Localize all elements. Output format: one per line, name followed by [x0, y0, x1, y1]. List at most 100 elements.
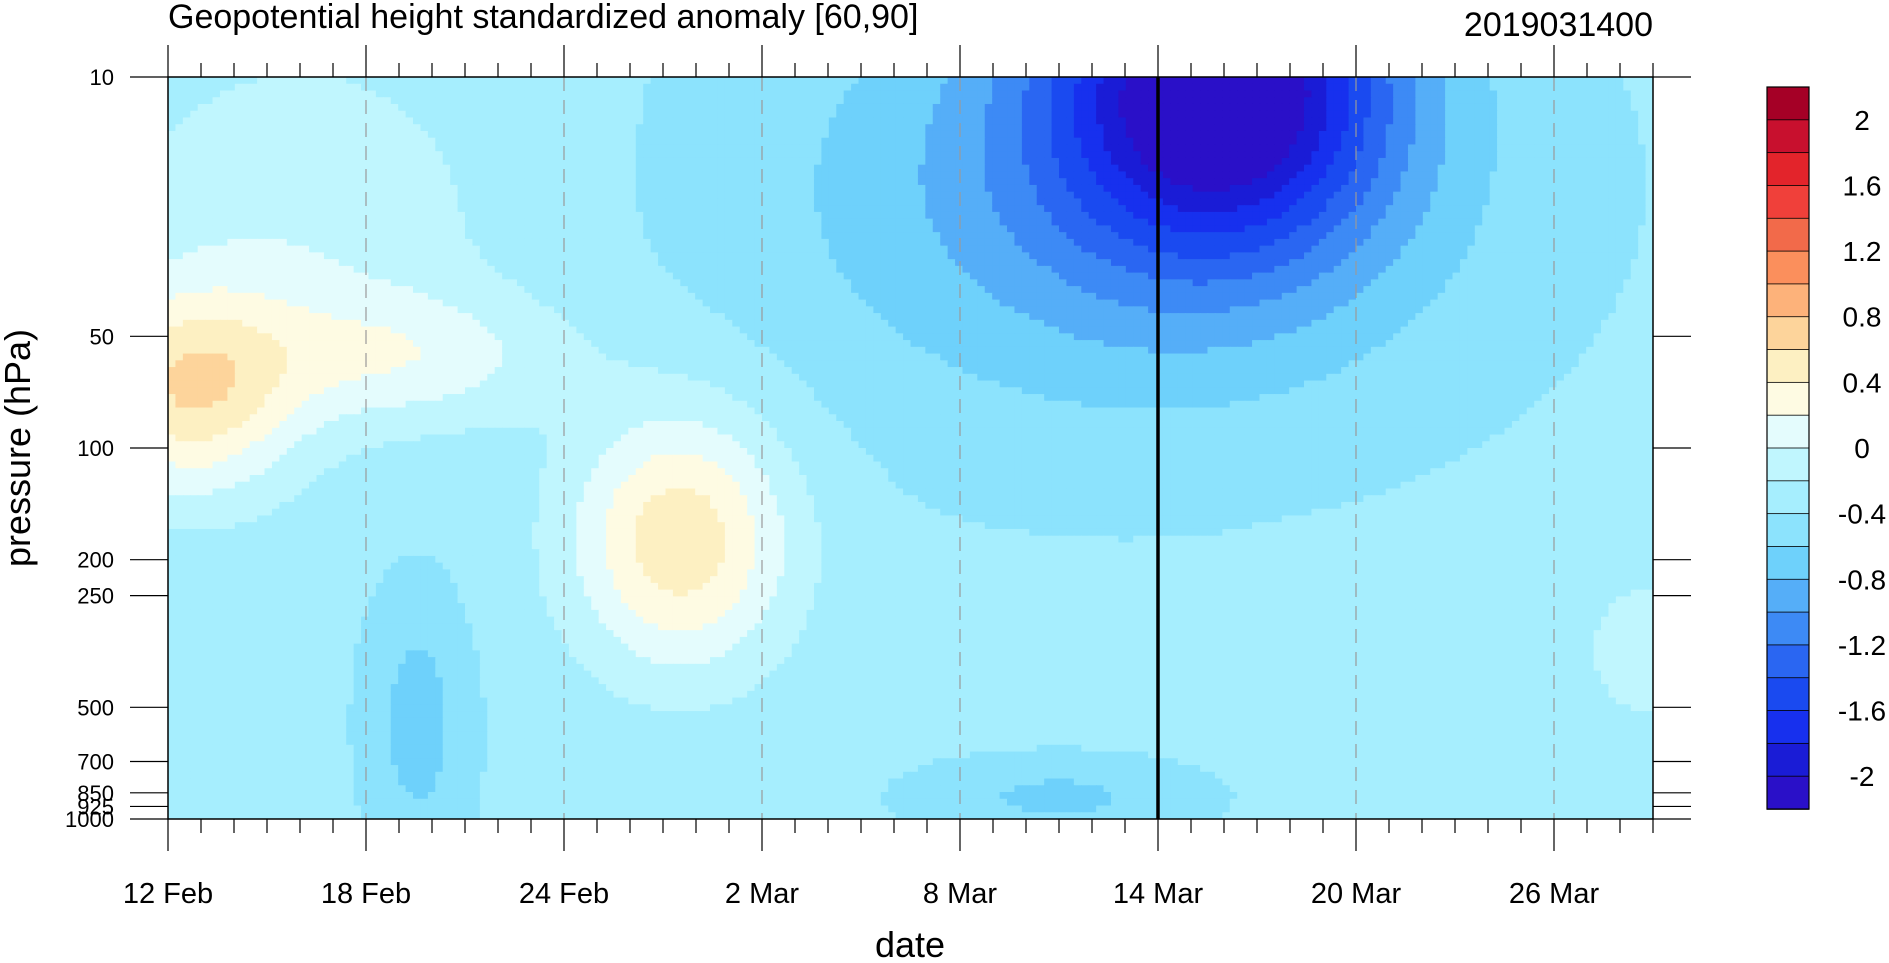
contour-cell	[724, 117, 733, 125]
contour-cell	[494, 157, 503, 166]
contour-cell	[1519, 124, 1528, 132]
contour-cell	[1504, 211, 1513, 220]
contour-cell	[1103, 198, 1112, 206]
contour-cell	[197, 218, 206, 226]
contour-cell	[1318, 211, 1327, 220]
contour-cell	[984, 144, 993, 152]
contour-cell	[1192, 191, 1201, 200]
contour-cell	[502, 83, 511, 92]
contour-cell	[984, 130, 993, 139]
contour-cell	[717, 124, 726, 132]
contour-cell	[1430, 198, 1439, 206]
contour-cell	[479, 83, 488, 92]
contour-cell	[1615, 171, 1624, 179]
contour-cell	[1259, 137, 1268, 146]
contour-cell	[568, 117, 577, 125]
contour-cell	[969, 238, 978, 247]
contour-cell	[1148, 90, 1157, 98]
contour-cell	[903, 90, 912, 98]
contour-cell	[568, 232, 577, 240]
contour-cell	[531, 198, 540, 206]
contour-cell	[531, 110, 540, 119]
contour-cell	[494, 211, 503, 220]
contour-cell	[658, 238, 667, 247]
contour-cell	[1400, 198, 1409, 206]
contour-cell	[917, 151, 926, 159]
contour-cell	[1333, 184, 1342, 193]
contour-cell	[925, 137, 934, 146]
contour-cell	[1051, 184, 1060, 193]
contour-cell	[561, 157, 570, 166]
contour-cell	[999, 164, 1008, 173]
contour-cell	[175, 238, 184, 247]
contour-cell	[1029, 211, 1038, 220]
contour-cell	[1452, 164, 1461, 173]
contour-cell	[1051, 238, 1060, 247]
contour-cell	[502, 205, 511, 213]
contour-cell	[947, 191, 956, 200]
contour-cell	[702, 151, 711, 159]
contour-cell	[465, 157, 474, 166]
contour-cell	[450, 90, 459, 98]
contour-cell	[1623, 110, 1632, 119]
contour-cell	[1489, 191, 1498, 200]
contour-cell	[1430, 191, 1439, 200]
contour-cell	[903, 103, 912, 112]
contour-cell	[620, 144, 629, 152]
contour-cell	[524, 184, 533, 193]
contour-cell	[1474, 124, 1483, 132]
contour-cell	[1638, 218, 1647, 226]
contour-cell	[1348, 83, 1357, 92]
contour-cell	[1459, 191, 1468, 200]
contour-cell	[620, 225, 629, 233]
contour-cell	[1489, 205, 1498, 213]
contour-cell	[1162, 151, 1171, 159]
contour-cell	[1296, 130, 1305, 139]
contour-cell	[427, 97, 436, 105]
contour-cell	[316, 211, 325, 220]
contour-cell	[554, 97, 563, 105]
contour-cell	[1526, 232, 1535, 240]
contour-cell	[1415, 110, 1424, 119]
contour-cell	[1608, 83, 1617, 92]
contour-cell	[1021, 238, 1030, 247]
contour-cell	[361, 117, 370, 125]
contour-cell	[613, 184, 622, 193]
contour-cell	[665, 90, 674, 98]
contour-cell	[427, 144, 436, 152]
contour-cell	[427, 83, 436, 92]
contour-cell	[450, 184, 459, 193]
contour-cell	[531, 157, 540, 166]
contour-cell	[413, 97, 422, 105]
contour-cell	[1556, 184, 1565, 193]
contour-cell	[969, 232, 978, 240]
contour-cell	[843, 205, 852, 213]
contour-cell	[888, 205, 897, 213]
contour-cell	[479, 184, 488, 193]
contour-cell	[301, 77, 310, 85]
contour-cell	[1586, 232, 1595, 240]
contour-cell	[962, 103, 971, 112]
contour-cell	[1289, 238, 1298, 247]
contour-cell	[1326, 171, 1335, 179]
contour-cell	[353, 171, 362, 179]
contour-cell	[895, 218, 904, 226]
contour-cell	[1244, 191, 1253, 200]
contour-cell	[903, 97, 912, 105]
contour-cell	[1578, 238, 1587, 247]
contour-cell	[1593, 171, 1602, 179]
contour-cell	[1571, 178, 1580, 186]
contour-cell	[613, 191, 622, 200]
contour-cell	[1110, 225, 1119, 233]
contour-cell	[821, 198, 830, 206]
contour-cell	[539, 110, 548, 119]
contour-cell	[539, 151, 548, 159]
contour-cell	[465, 198, 474, 206]
contour-cell	[257, 151, 266, 159]
contour-cell	[732, 110, 741, 119]
contour-cell	[1400, 164, 1409, 173]
contour-cell	[806, 178, 815, 186]
contour-cell	[479, 232, 488, 240]
contour-cell	[606, 97, 615, 105]
contour-cell	[531, 184, 540, 193]
